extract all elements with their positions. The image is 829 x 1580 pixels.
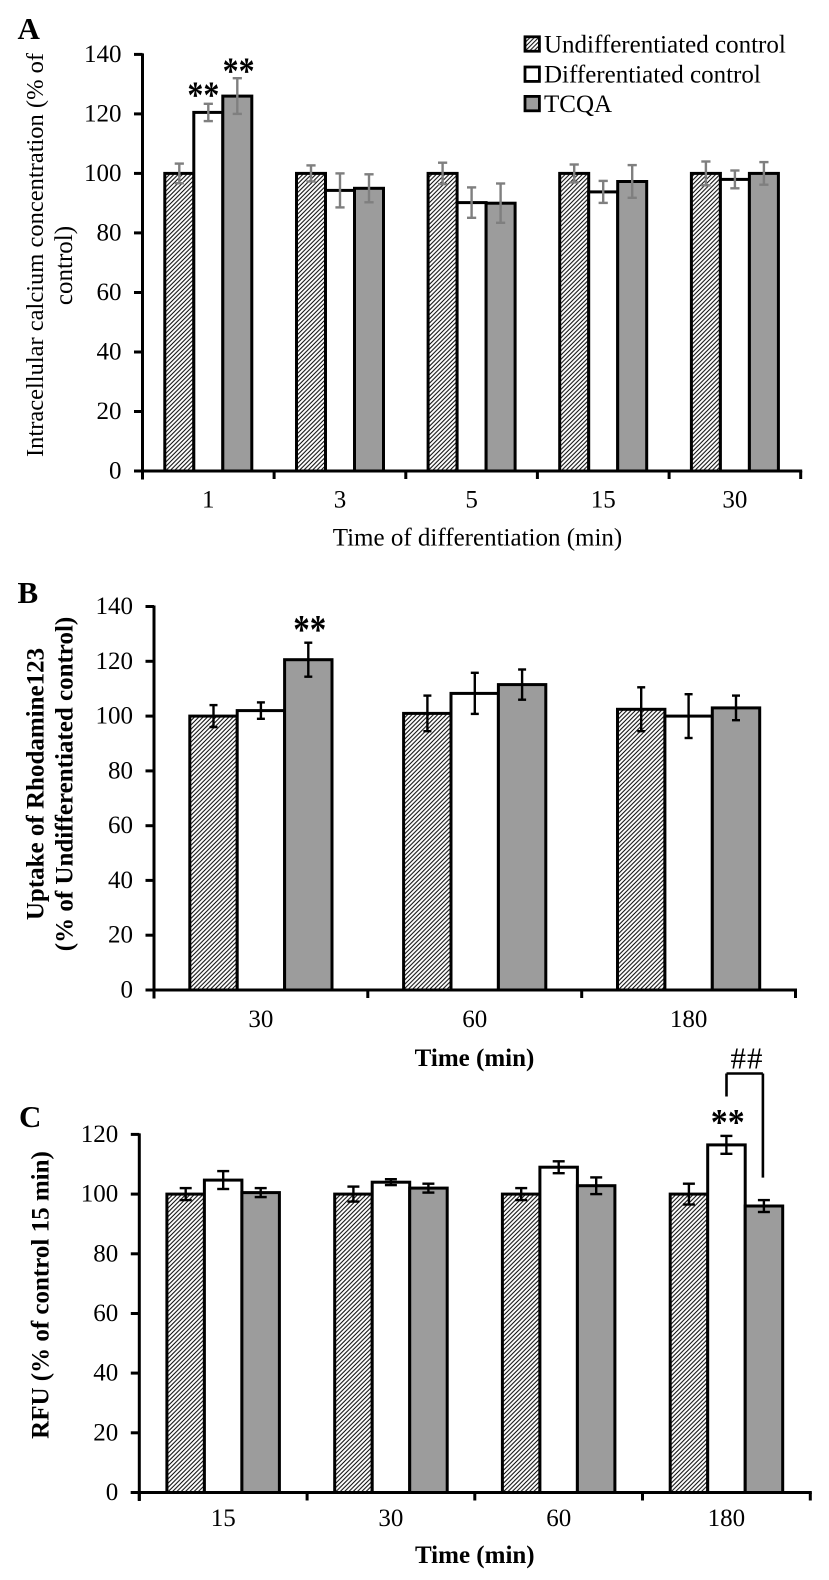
svg-text:##: ## bbox=[731, 1041, 764, 1076]
svg-text:140: 140 bbox=[84, 41, 122, 68]
svg-text:5: 5 bbox=[465, 487, 478, 514]
svg-text:140: 140 bbox=[96, 593, 134, 620]
svg-text:Uptake of Rhodamine123: Uptake of Rhodamine123 bbox=[23, 648, 50, 920]
svg-text:100: 100 bbox=[84, 160, 122, 187]
svg-text:Time (min): Time (min) bbox=[415, 1542, 535, 1569]
svg-text:20: 20 bbox=[93, 1419, 118, 1446]
svg-text:RFU (% of control 15 min): RFU (% of control 15 min) bbox=[27, 1151, 54, 1439]
svg-text:40: 40 bbox=[93, 1360, 118, 1387]
svg-text:15: 15 bbox=[211, 1505, 236, 1532]
svg-text:Intracellular calcium concentr: Intracellular calcium concentration (% o… bbox=[22, 52, 49, 457]
svg-text:40: 40 bbox=[97, 339, 122, 366]
svg-text:20: 20 bbox=[97, 398, 122, 425]
svg-text:60: 60 bbox=[546, 1505, 571, 1532]
svg-text:20: 20 bbox=[108, 922, 133, 949]
svg-text:120: 120 bbox=[96, 648, 134, 675]
svg-text:Time (min): Time (min) bbox=[415, 1045, 535, 1072]
svg-text:B: B bbox=[18, 575, 39, 610]
svg-text:60: 60 bbox=[93, 1300, 118, 1327]
svg-text:Undifferentiated control: Undifferentiated control bbox=[544, 31, 786, 58]
svg-text:60: 60 bbox=[97, 279, 122, 306]
svg-text:0: 0 bbox=[109, 458, 122, 485]
svg-text:30: 30 bbox=[722, 487, 747, 514]
svg-text:60: 60 bbox=[462, 1006, 487, 1033]
svg-text:80: 80 bbox=[93, 1240, 118, 1267]
svg-text:80: 80 bbox=[97, 219, 122, 246]
svg-text:**: ** bbox=[187, 74, 219, 116]
svg-text:180: 180 bbox=[670, 1006, 708, 1033]
svg-text:30: 30 bbox=[248, 1006, 273, 1033]
svg-text:100: 100 bbox=[96, 703, 134, 730]
svg-text:120: 120 bbox=[81, 1121, 119, 1148]
svg-text:TCQA: TCQA bbox=[544, 91, 612, 118]
svg-text:Differentiated control: Differentiated control bbox=[544, 62, 761, 89]
svg-text:control): control) bbox=[51, 226, 78, 305]
svg-text:A: A bbox=[18, 11, 41, 46]
svg-text:C: C bbox=[19, 1099, 41, 1134]
svg-text:15: 15 bbox=[591, 487, 616, 514]
svg-text:60: 60 bbox=[108, 812, 133, 839]
svg-text:120: 120 bbox=[84, 100, 122, 127]
svg-text:30: 30 bbox=[378, 1505, 403, 1532]
svg-text:**: ** bbox=[223, 50, 255, 92]
svg-text:**: ** bbox=[293, 608, 326, 653]
svg-text:1: 1 bbox=[202, 487, 215, 514]
svg-text:0: 0 bbox=[106, 1479, 119, 1506]
svg-text:180: 180 bbox=[708, 1505, 746, 1532]
svg-text:Time of differentiation (min): Time of differentiation (min) bbox=[333, 525, 623, 552]
svg-text:100: 100 bbox=[81, 1181, 119, 1208]
svg-text:(% of Undifferentiated control: (% of Undifferentiated control) bbox=[52, 617, 79, 951]
svg-text:80: 80 bbox=[108, 757, 133, 784]
svg-text:3: 3 bbox=[334, 487, 347, 514]
svg-text:40: 40 bbox=[108, 867, 133, 894]
svg-text:**: ** bbox=[711, 1101, 745, 1143]
svg-text:0: 0 bbox=[121, 977, 134, 1004]
